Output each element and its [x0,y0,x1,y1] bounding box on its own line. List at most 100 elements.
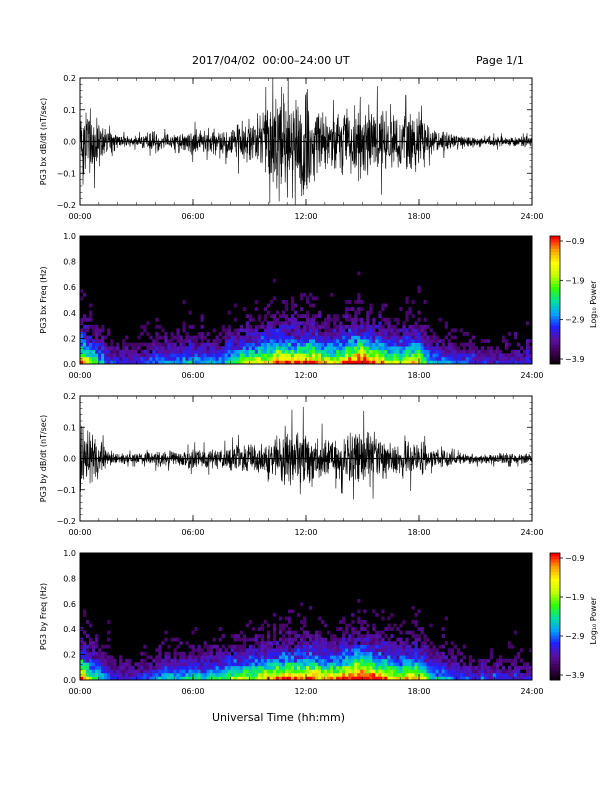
spectrogram-cell [272,655,277,660]
spectrogram-cell [122,665,126,670]
spectrogram-cell [80,289,84,294]
spectrogram-cell [522,360,527,365]
spectrogram-cell [426,356,430,361]
spectrogram-cell [420,662,424,667]
spectrogram-cell [242,672,247,677]
spectrogram-cell [447,672,451,677]
spectrogram-cell [200,349,204,354]
spectrogram-cell [251,637,256,642]
spectrogram-cell [296,648,301,653]
spectrogram-cell [89,637,93,642]
spectrogram-cell [212,356,216,361]
spectrogram-cell [290,314,295,319]
spectrogram-cell [399,662,403,667]
spectrogram-cell [197,665,201,670]
spectrogram-cell [351,665,355,670]
spectrogram-cell [248,342,253,347]
spectrogram-cell [333,669,337,674]
spectrogram-cell [309,648,313,653]
spectrogram-cell [272,360,277,365]
spectrogram-cell [369,324,373,329]
spectrogram-cell [245,321,250,326]
spectrogram-cell [315,665,319,670]
spectrogram-cell [245,339,250,343]
y-tick-label: 0.8 [63,574,76,583]
spectrogram-cell [420,339,424,343]
spectrogram-cell [302,360,307,365]
spectrogram-cell [366,662,370,667]
spectrogram-cell [86,356,90,361]
spectrogram-cell [351,669,355,674]
spectrogram-cell [302,620,307,624]
spectrogram-cell [101,672,105,677]
spectrogram-cell [513,332,518,336]
spectrogram-cell [95,324,99,329]
spectrogram-cell [339,669,343,674]
spectrogram-cell [236,655,240,660]
spectrogram-cell [266,324,271,329]
spectrogram-cell [417,637,421,642]
spectrogram-cell [251,342,256,347]
spectrogram-cell [80,665,84,670]
spectrogram-cell [272,672,277,677]
spectrogram-cell [306,669,310,674]
spectrogram-cell [381,307,385,311]
spectrogram-cell [309,669,313,674]
spectrogram-cell [330,342,334,347]
spectrogram-cell [134,360,138,365]
spectrogram-cell [107,665,111,670]
spectrogram-cell [315,672,319,677]
spectrogram-cell [414,620,418,624]
spectrogram-cell [170,346,174,351]
spectrogram-cell [441,644,445,649]
colorbar-segment [550,578,560,582]
colorbar-segment [550,556,560,560]
spectrogram-cell [453,353,457,358]
spectrogram-cell [468,658,473,663]
x-tick-label: 06:00 [181,687,204,696]
spectrogram-cell [330,644,334,649]
spectrogram-cell [248,658,253,663]
spectrogram-cell [429,346,433,351]
spectrogram-cell [327,342,331,347]
spectrogram-cell [158,672,162,677]
spectrogram-cell [194,353,198,358]
spectrogram-cell [146,353,150,358]
y-tick-label: 0.4 [63,625,76,634]
spectrogram-cell [284,662,289,667]
spectrogram-cell [423,360,427,365]
spectrogram-cell [435,651,439,656]
spectrogram-cell [366,335,370,340]
spectrogram-cell [435,648,439,653]
spectrogram-cell [170,342,174,347]
spectrogram-cell [345,655,349,660]
spectrogram-cell [324,665,328,670]
spectrogram-cell [287,658,292,663]
spectrogram-cell [345,346,349,351]
spectrogram-cell [293,324,298,329]
spectrogram-cell [287,616,292,621]
spectrogram-cell [239,672,244,677]
spectrogram-cell [516,342,521,347]
spectrogram-cell [260,353,265,358]
spectrogram-cell [339,655,343,660]
spectrogram-cell [393,651,397,656]
colorbar-segment [550,610,560,614]
colorbar-segment [550,274,560,278]
spectrogram-cell [390,672,394,677]
spectrogram-cell [474,346,479,351]
spectrogram-cell [302,644,307,649]
spectrogram-cell [239,346,244,351]
spectrogram-cell [447,669,451,674]
spectrogram-cell [318,332,322,336]
spectrogram-cell [266,641,271,646]
spectrogram-cell [257,648,262,653]
spectrogram-cell [354,332,358,336]
spectrogram-cell [113,360,117,365]
spectrogram-cell [342,332,346,336]
spectrogram-cell [507,644,512,649]
spectrogram-cell [203,655,207,660]
spectrogram-cell [399,641,403,646]
spectrogram-cell [92,346,96,351]
spectrogram-cell [209,648,213,653]
